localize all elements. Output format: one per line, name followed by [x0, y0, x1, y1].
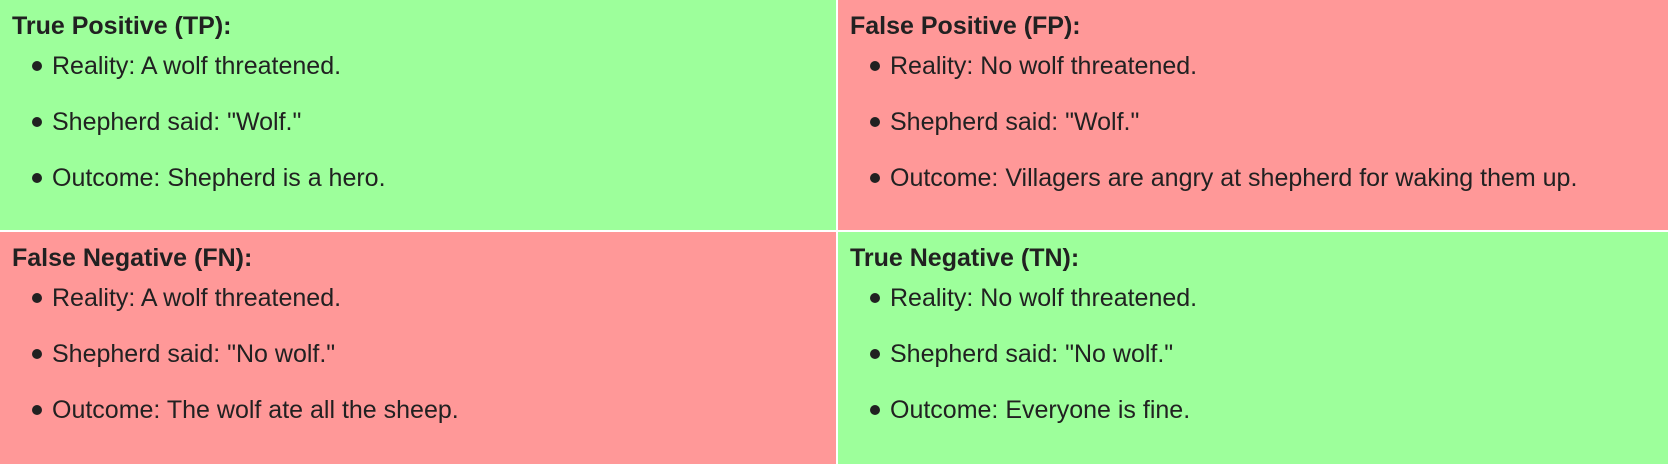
list-item: Reality: A wolf threatened.: [52, 282, 836, 314]
list-item: Reality: No wolf threatened.: [890, 50, 1668, 82]
bullet-icon: [32, 117, 42, 127]
cell-title: False Positive (FP):: [850, 10, 1668, 42]
list-item-text: Shepherd said: "No wolf.": [890, 340, 1173, 368]
bullet-icon: [32, 173, 42, 183]
list-item: Shepherd said: "Wolf.": [890, 106, 1668, 138]
cell-true-negative: True Negative (TN): Reality: No wolf thr…: [838, 232, 1668, 464]
bullet-icon: [32, 61, 42, 71]
list-item-text: Outcome: The wolf ate all the sheep.: [52, 396, 459, 424]
list-item: Reality: A wolf threatened.: [52, 50, 836, 82]
bullet-icon: [870, 117, 880, 127]
list-item: Outcome: Villagers are angry at shepherd…: [890, 162, 1668, 194]
cell-item-list: Reality: A wolf threatened. Shepherd sai…: [12, 282, 836, 426]
cell-true-positive: True Positive (TP): Reality: A wolf thre…: [0, 0, 836, 230]
list-item-text: Shepherd said: "Wolf.": [890, 108, 1139, 136]
bullet-icon: [870, 405, 880, 415]
cell-title: True Positive (TP):: [12, 10, 836, 42]
list-item-text: Shepherd said: "Wolf.": [52, 108, 301, 136]
cell-item-list: Reality: A wolf threatened. Shepherd sai…: [12, 50, 836, 194]
bullet-icon: [870, 293, 880, 303]
cell-item-list: Reality: No wolf threatened. Shepherd sa…: [850, 50, 1668, 194]
bullet-icon: [32, 349, 42, 359]
list-item-text: Outcome: Shepherd is a hero.: [52, 164, 386, 192]
list-item-text: Shepherd said: "No wolf.": [52, 340, 335, 368]
bullet-icon: [870, 349, 880, 359]
list-item-text: Outcome: Villagers are angry at shepherd…: [890, 164, 1577, 192]
list-item: Shepherd said: "Wolf.": [52, 106, 836, 138]
cell-item-list: Reality: No wolf threatened. Shepherd sa…: [850, 282, 1668, 426]
list-item-text: Reality: A wolf threatened.: [52, 52, 341, 80]
bullet-icon: [32, 293, 42, 303]
list-item: Shepherd said: "No wolf.": [52, 338, 836, 370]
cell-title: False Negative (FN):: [12, 242, 836, 274]
list-item: Reality: No wolf threatened.: [890, 282, 1668, 314]
list-item-text: Outcome: Everyone is fine.: [890, 396, 1190, 424]
list-item-text: Reality: No wolf threatened.: [890, 284, 1197, 312]
list-item: Shepherd said: "No wolf.": [890, 338, 1668, 370]
list-item: Outcome: Shepherd is a hero.: [52, 162, 836, 194]
list-item: Outcome: Everyone is fine.: [890, 394, 1668, 426]
cell-false-positive: False Positive (FP): Reality: No wolf th…: [838, 0, 1668, 230]
bullet-icon: [32, 405, 42, 415]
list-item-text: Reality: A wolf threatened.: [52, 284, 341, 312]
bullet-icon: [870, 173, 880, 183]
cell-title: True Negative (TN):: [850, 242, 1668, 274]
bullet-icon: [870, 61, 880, 71]
cell-false-negative: False Negative (FN): Reality: A wolf thr…: [0, 232, 836, 464]
list-item-text: Reality: No wolf threatened.: [890, 52, 1197, 80]
list-item: Outcome: The wolf ate all the sheep.: [52, 394, 836, 426]
